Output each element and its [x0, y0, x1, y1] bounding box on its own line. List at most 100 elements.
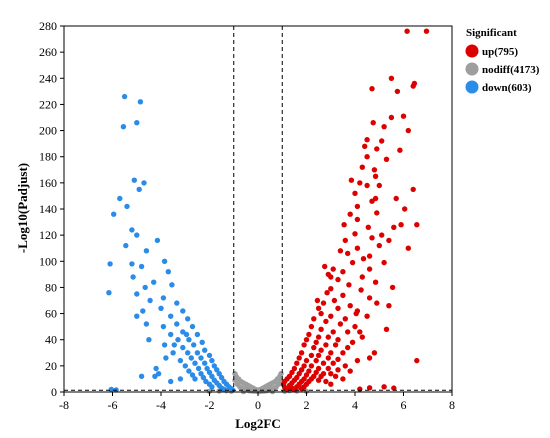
- point-up: [366, 355, 373, 361]
- point-down: [131, 177, 137, 183]
- point-up: [345, 329, 351, 335]
- point-down: [174, 321, 180, 327]
- point-down: [129, 227, 135, 233]
- point-up: [359, 274, 365, 280]
- point-up: [365, 224, 371, 230]
- legend: Significant up(795) nodiff(4173) down(603): [465, 27, 540, 94]
- point-down: [209, 373, 215, 379]
- point-up: [371, 350, 378, 356]
- point-down: [194, 331, 201, 338]
- point-down: [158, 305, 164, 311]
- point-down: [204, 365, 210, 372]
- point-up: [328, 286, 334, 292]
- point-up: [328, 371, 334, 377]
- y-tick-label: 40: [45, 333, 57, 347]
- point-up: [388, 75, 395, 82]
- point-down: [107, 261, 113, 267]
- point-down: [171, 342, 177, 348]
- point-up: [296, 371, 302, 377]
- point-up: [318, 347, 324, 353]
- point-up: [366, 295, 373, 301]
- x-tick-label: 2: [304, 398, 310, 412]
- point-up: [371, 167, 378, 173]
- point-down: [209, 357, 215, 364]
- point-up: [342, 316, 348, 322]
- y-tick-label: 200: [39, 124, 57, 138]
- point-down: [177, 376, 184, 382]
- point-up: [376, 182, 382, 189]
- point-down: [123, 242, 129, 249]
- point-down: [108, 386, 115, 393]
- point-down: [174, 300, 180, 306]
- point-nodiff: [206, 388, 213, 394]
- point-down: [202, 347, 208, 353]
- point-down: [194, 350, 201, 356]
- point-down: [192, 376, 198, 382]
- point-up: [306, 368, 312, 374]
- point-nodiff: [232, 371, 238, 377]
- point-up: [313, 339, 319, 345]
- point-up: [335, 356, 341, 362]
- x-tick-label: -4: [156, 398, 166, 412]
- point-up: [325, 365, 331, 372]
- point-up: [284, 386, 290, 393]
- point-up: [315, 305, 322, 311]
- point-up: [389, 284, 396, 291]
- point-up: [374, 146, 380, 152]
- point-up: [345, 250, 351, 257]
- point-up: [322, 263, 328, 270]
- point-down: [124, 203, 130, 210]
- point-down: [186, 368, 192, 374]
- point-up: [294, 360, 300, 366]
- point-up: [381, 259, 387, 266]
- point-down: [138, 373, 145, 379]
- point-down: [120, 124, 127, 130]
- point-up: [366, 385, 373, 391]
- point-down: [218, 374, 225, 381]
- legend-swatch-up: [465, 44, 479, 58]
- point-up: [318, 326, 324, 332]
- x-tick-label: 6: [401, 398, 407, 412]
- point-up: [341, 222, 347, 228]
- point-up: [345, 344, 351, 351]
- data-points-layer: [106, 28, 430, 395]
- point-up: [332, 373, 339, 379]
- point-up: [376, 242, 382, 249]
- point-nodiff: [262, 386, 268, 393]
- point-down: [134, 291, 140, 297]
- point-up: [291, 387, 298, 393]
- point-up: [323, 342, 329, 348]
- legend-label-down: down(603): [482, 82, 532, 94]
- point-up: [342, 237, 348, 244]
- point-down: [141, 180, 147, 186]
- point-up: [337, 248, 344, 254]
- point-down: [136, 186, 142, 193]
- point-down: [154, 237, 161, 244]
- point-up: [331, 297, 338, 304]
- point-up: [398, 222, 404, 228]
- point-down: [140, 308, 146, 314]
- point-up: [349, 339, 356, 345]
- point-up: [354, 357, 361, 364]
- point-up: [379, 232, 385, 238]
- y-tick-label: 60: [45, 307, 57, 321]
- point-up: [400, 113, 407, 119]
- legend-label-up: up(795): [482, 46, 518, 58]
- point-up: [372, 279, 379, 285]
- point-down: [175, 337, 181, 343]
- point-up: [357, 386, 363, 392]
- point-up: [330, 329, 336, 335]
- point-up: [328, 313, 334, 319]
- point-down: [168, 331, 174, 338]
- legend-label-nodiff: nodiff(4173): [482, 64, 540, 76]
- x-tick-label: -8: [59, 398, 69, 412]
- point-up: [352, 323, 358, 330]
- point-up: [383, 156, 390, 162]
- point-down: [195, 365, 202, 372]
- point-down: [134, 313, 140, 319]
- point-up: [324, 290, 330, 296]
- y-axis-title: -Log10(Padjust): [15, 163, 30, 253]
- point-nodiff: [248, 386, 254, 393]
- point-up: [386, 237, 392, 244]
- point-up: [374, 300, 380, 306]
